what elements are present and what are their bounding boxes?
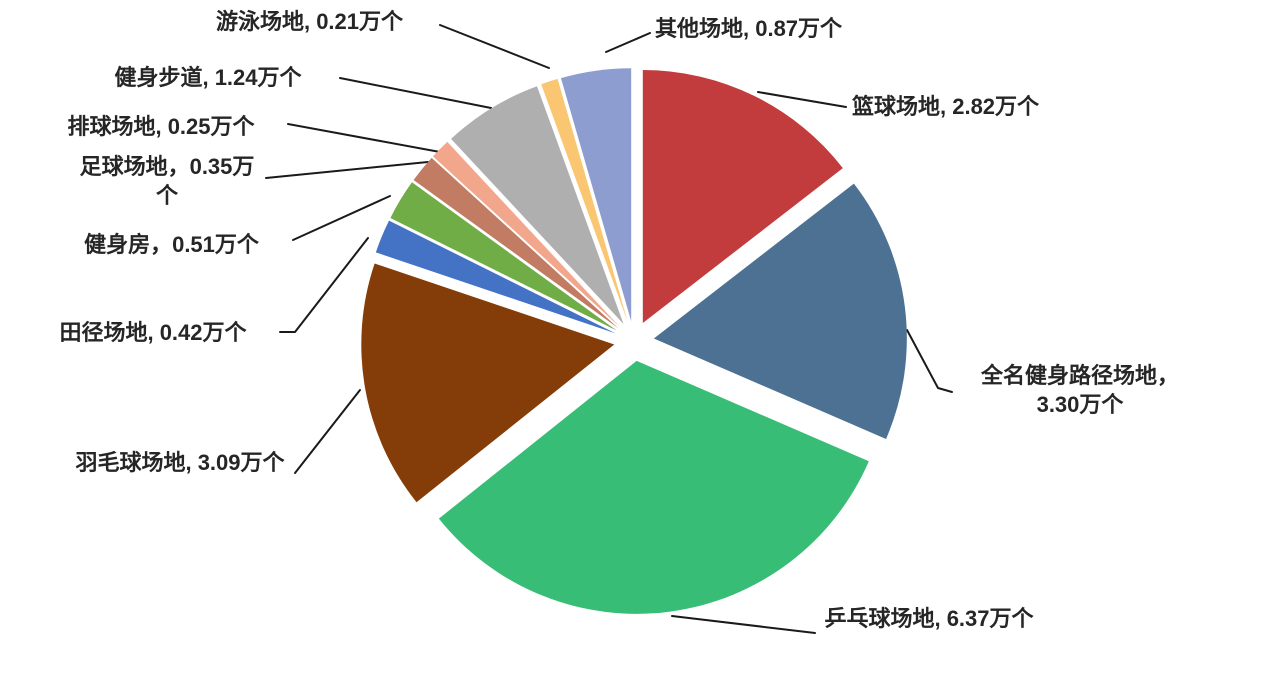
leader-line-3 [294,389,361,474]
pie-slice-4 [375,220,616,334]
slice-label-7: 排球场地, 0.25万个 [67,114,255,139]
leader-line-9 [439,24,550,69]
slice-label-5: 健身房，0.51万个 [84,232,259,257]
leader-line-0 [757,91,847,108]
slice-label-9: 游泳场地, 0.21万个 [215,9,404,34]
pie-slices-group [361,68,907,614]
leader-line-5 [292,195,391,241]
slice-label-4: 田径场地, 0.42万个 [59,320,247,345]
leader-line-10 [605,32,651,53]
pie-slice-8 [451,86,624,324]
pie-slice-7 [432,141,620,327]
slice-label-8: 健身步道, 1.24万个 [114,65,302,90]
leader-line-2 [671,615,816,634]
slice-label-1: 全名健身路径场地，3.30万个 [980,363,1179,417]
slice-label-2: 乒乓球场地, 6.37万个 [824,606,1034,631]
pie-slice-5 [390,182,617,331]
pie-slice-2 [438,360,869,614]
pie-slice-6 [413,157,619,329]
leader-line-7 [287,123,441,153]
slice-label-6: 足球场地，0.35万个 [79,154,255,208]
slice-label-0: 篮球场地, 2.82万个 [852,94,1040,119]
slice-label-3: 羽毛球场地, 3.09万个 [75,450,285,475]
pie-slice-1 [653,183,907,439]
leader-line-8 [339,77,492,109]
pie-slice-3 [361,263,615,503]
pie-slice-9 [541,78,628,322]
pie-slice-10 [560,68,632,322]
pie-slice-0 [642,70,843,324]
slice-label-10: 其他场地, 0.87万个 [655,16,843,41]
leader-line-6 [265,161,429,179]
leader-lines-group [265,24,953,634]
leader-line-1 [906,329,953,393]
leader-line-4 [279,237,369,333]
